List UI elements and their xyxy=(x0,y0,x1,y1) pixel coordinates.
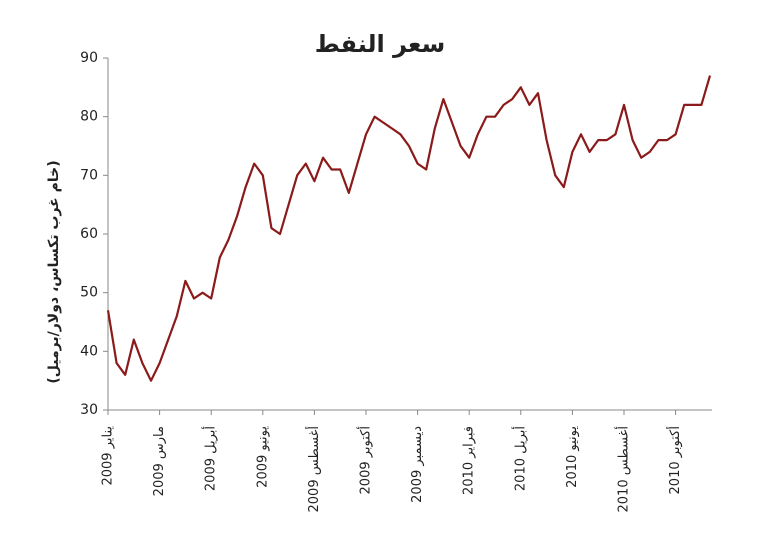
x-tick-label: أغسطس 2010 xyxy=(615,426,632,512)
data-line xyxy=(106,75,712,382)
x-tick-label: يونيو 2009 xyxy=(255,426,270,488)
x-tick-label: يونيو 2010 xyxy=(565,426,580,488)
chart-title: سعر النفط xyxy=(315,30,445,58)
y-tick-label: 30 xyxy=(80,402,98,418)
y-axis-label: (خام غرب تكساس، دولار/برميل) xyxy=(46,160,62,383)
y-tick-label: 80 xyxy=(80,109,98,125)
y-tick-label: 70 xyxy=(80,167,98,183)
y-tick-label: 60 xyxy=(80,226,98,242)
x-tick-label: أكتوبر 2010 xyxy=(666,426,683,494)
x-tick-label: أبريل 2009 xyxy=(202,426,219,491)
x-tick-label: أبريل 2010 xyxy=(511,426,528,491)
x-tick-label: مارس 2009 xyxy=(152,426,167,496)
y-tick-label: 50 xyxy=(80,285,98,301)
x-tick-label: أكتوبر 2009 xyxy=(357,426,374,494)
x-tick-label: ديسمبر 2009 xyxy=(410,426,425,503)
x-tick-label: أغسطس 2009 xyxy=(305,426,322,512)
x-tick-label: يناير 2009 xyxy=(101,426,116,486)
y-tick-label: 90 xyxy=(80,50,98,66)
x-tick-label: فبراير 2010 xyxy=(462,426,477,495)
y-tick-label: 40 xyxy=(80,343,98,359)
